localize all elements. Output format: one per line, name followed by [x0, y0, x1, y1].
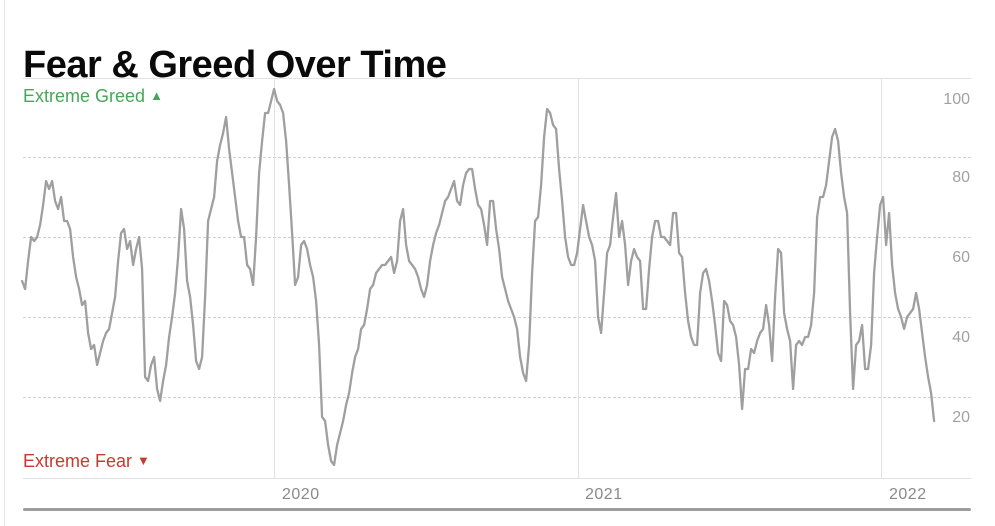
- page-left-border: [4, 0, 5, 526]
- down-triangle-icon: ▼: [137, 453, 150, 468]
- v-gridline-2021: [577, 78, 579, 478]
- plot-bottom-border: [23, 478, 971, 479]
- x-tick-2021: 2021: [585, 486, 623, 503]
- fear-greed-line: [20, 87, 936, 467]
- v-gridline-2020: [274, 78, 275, 478]
- time-range-slider[interactable]: [23, 508, 971, 511]
- h-gridline-80: [23, 157, 971, 158]
- y-tick-20: 20: [952, 409, 970, 426]
- extreme-greed-text: Extreme Greed: [23, 86, 146, 106]
- y-tick-100: 100: [943, 91, 970, 108]
- chart-title: Fear & Greed Over Time: [23, 44, 447, 87]
- y-tick-40: 40: [952, 329, 970, 346]
- extreme-fear-label: Extreme Fear ▼: [23, 451, 150, 471]
- h-gridline-20: [23, 397, 971, 398]
- extreme-fear-text: Extreme Fear: [23, 451, 133, 471]
- extreme-greed-label: Extreme Greed ▲: [23, 86, 163, 106]
- plot-top-border: [23, 78, 971, 79]
- x-tick-2022: 2022: [889, 486, 927, 503]
- v-gridline-2022: [881, 78, 882, 478]
- up-triangle-icon: ▲: [150, 88, 163, 103]
- h-gridline-40: [23, 317, 971, 318]
- x-tick-2020: 2020: [282, 486, 320, 503]
- y-tick-80: 80: [952, 169, 970, 186]
- y-tick-60: 60: [952, 249, 970, 266]
